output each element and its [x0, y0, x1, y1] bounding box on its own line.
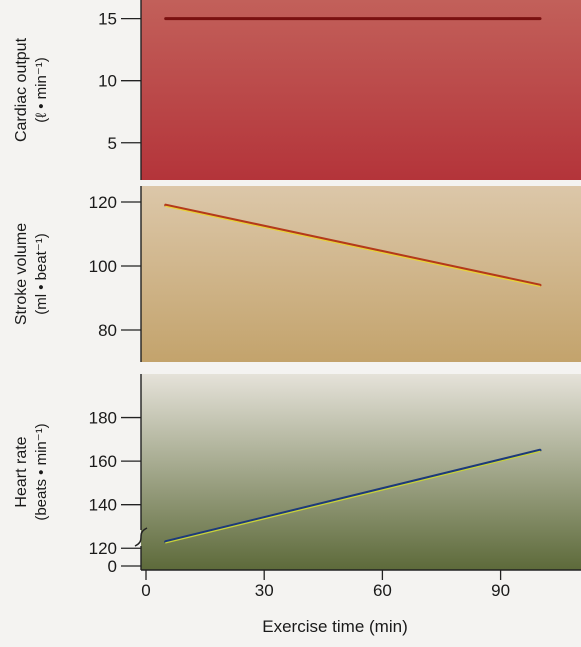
- y-tick-label: 120: [89, 539, 117, 558]
- x-axis: 0 30 60 90 Exercise time (min): [141, 570, 581, 636]
- y-tick-label: 120: [89, 193, 117, 212]
- y-tick-label: 80: [98, 321, 117, 340]
- x-tick-label: 90: [491, 581, 510, 600]
- y-tick-label: 0: [108, 557, 117, 576]
- y-axis-label-line2: (ml • beat⁻¹): [33, 233, 50, 315]
- y-axis-label-line1: Cardiac output: [13, 37, 30, 142]
- y-tick-label: 100: [89, 257, 117, 276]
- x-axis-label: Exercise time (min): [262, 617, 407, 636]
- x-tick-label: 30: [255, 581, 274, 600]
- y-tick-label: 140: [89, 496, 117, 515]
- chart-panel-2: 80 100 120 Stroke volume(ml • beat⁻¹): [13, 186, 581, 362]
- x-tick-label: 60: [373, 581, 392, 600]
- y-tick-label: 180: [89, 409, 117, 428]
- chart-panel-1: 5 10 15 Cardiac output(ℓ • min⁻¹): [13, 0, 581, 180]
- y-axis-label-line1: Stroke volume: [13, 223, 30, 325]
- y-tick-label: 160: [89, 452, 117, 471]
- panel-background: [141, 374, 581, 570]
- panel-background: [141, 0, 581, 180]
- y-axis-label-line2: (beats • min⁻¹): [33, 423, 50, 520]
- y-axis-label-line1: Heart rate: [13, 436, 30, 507]
- y-axis-label-line2: (ℓ • min⁻¹): [33, 57, 50, 123]
- y-tick-label: 15: [98, 10, 117, 29]
- y-tick-label: 10: [98, 72, 117, 91]
- chart-panel-3: 120 140 160 180 Heart rate(beats • min⁻¹) 0: [13, 374, 581, 576]
- panel-background: [141, 186, 581, 362]
- x-tick-label: 0: [141, 581, 150, 600]
- y-tick-label: 5: [108, 134, 117, 153]
